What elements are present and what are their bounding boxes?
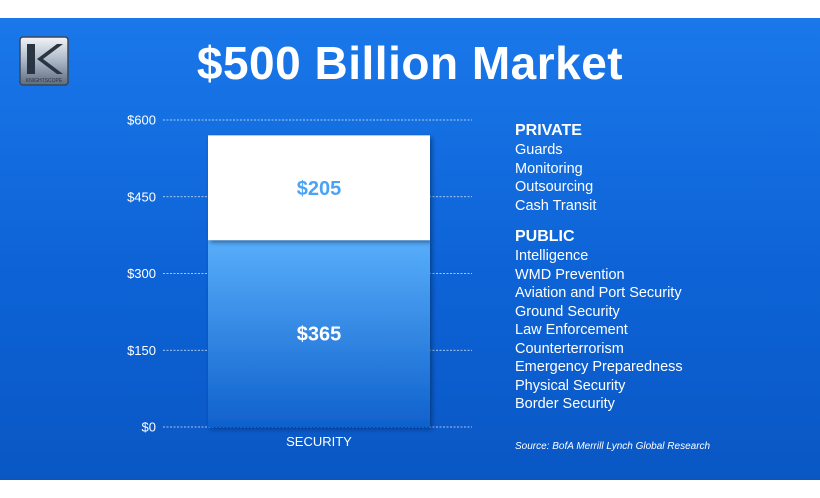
chart-data-labels: $365 $205 — [297, 178, 342, 346]
legend-private-list: Guards Monitoring Outsourcing Cash Transit — [515, 141, 683, 215]
legend: PRIVATE Guards Monitoring Outsourcing Cash … — [515, 121, 683, 414]
legend-public-heading: PUBLIC — [515, 228, 575, 245]
chart-bars — [208, 135, 430, 427]
y-tick-label: $0 — [142, 420, 156, 435]
slide: KNIGHTSCOPE $500 Billion Market $0 $150 $3… — [0, 18, 820, 480]
legend-private-heading: PRIVATE — [515, 122, 582, 139]
data-label-public: $365 — [297, 324, 342, 346]
k-logo-icon: KNIGHTSCOPE — [19, 36, 69, 86]
bar-segment-public — [208, 240, 430, 427]
bar-segment-private — [208, 135, 430, 241]
legend-private-item: Cash Transit — [515, 197, 597, 214]
y-axis-ticks: $0 $150 $300 $450 $600 — [127, 113, 156, 435]
legend-public-list: Intelligence WMD Prevention Aviation and P… — [515, 247, 683, 414]
knightscope-logo: KNIGHTSCOPE — [19, 36, 69, 86]
x-category-label: SECURITY — [286, 434, 352, 449]
legend-public-item: Emergency Preparedness — [515, 359, 683, 375]
y-tick-label: $450 — [127, 189, 156, 204]
legend-public-item: Border Security — [515, 396, 615, 412]
legend-private-item: Monitoring — [515, 160, 583, 177]
legend-public-item: Intelligence — [515, 248, 589, 264]
legend-public-item: WMD Prevention — [515, 266, 625, 283]
y-tick-label: $150 — [127, 343, 156, 358]
y-tick-label: $300 — [127, 266, 156, 281]
source-note: Source: BofA Merrill Lynch Global Resear… — [515, 441, 711, 452]
y-tick-label: $600 — [127, 113, 156, 128]
legend-private-item: Outsourcing — [515, 179, 594, 195]
data-label-private: $205 — [297, 178, 342, 200]
page-title: $500 Billion Market — [196, 37, 624, 89]
legend-public-item: Counterterrorism — [515, 340, 624, 357]
legend-public-item: Physical Security — [515, 377, 626, 394]
legend-public-item: Ground Security — [515, 303, 620, 320]
legend-private-item: Guards — [515, 142, 563, 158]
legend-public-item: Law Enforcement — [515, 322, 628, 338]
stacked-bar-chart: $0 $150 $300 $450 $600 $365 $205 SECURITY — [127, 113, 472, 449]
logo-wordmark: KNIGHTSCOPE — [26, 78, 63, 84]
legend-public-item: Aviation and Port Security — [515, 285, 682, 301]
